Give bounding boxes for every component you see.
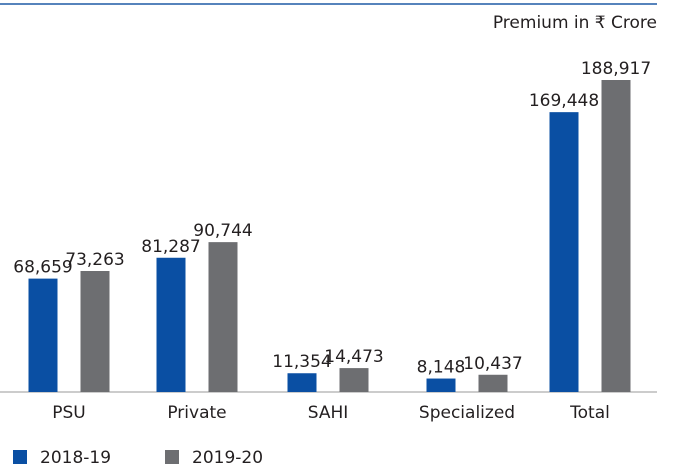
bar — [549, 112, 579, 393]
data-label: 188,917 — [581, 59, 651, 79]
bar — [426, 378, 456, 392]
bar — [287, 373, 317, 392]
x-tick-label: Specialized — [419, 403, 515, 423]
x-tick-label: SAHI — [308, 403, 349, 423]
bar — [80, 271, 110, 392]
chart-subtitle: Premium in ₹ Crore — [493, 13, 657, 33]
legend-swatch — [165, 450, 179, 464]
x-tick-label: Private — [167, 403, 226, 423]
x-tick-label: PSU — [52, 403, 86, 423]
data-label: 169,448 — [529, 91, 599, 111]
bar — [156, 257, 186, 392]
data-label: 68,659 — [13, 258, 72, 278]
bar — [208, 242, 238, 392]
bar — [339, 368, 369, 392]
legend-label: 2019-20 — [192, 448, 263, 468]
data-label: 8,148 — [417, 358, 466, 378]
x-tick-label: Total — [569, 403, 610, 423]
bar — [478, 374, 508, 392]
bar — [28, 278, 58, 392]
legend-swatch — [13, 450, 27, 464]
data-label: 11,354 — [272, 352, 331, 372]
bar — [601, 80, 631, 392]
data-label: 73,263 — [65, 250, 124, 270]
data-label: 10,437 — [463, 354, 522, 374]
legend-label: 2018-19 — [40, 448, 111, 468]
data-label: 14,473 — [324, 347, 383, 367]
data-label: 90,744 — [193, 221, 252, 241]
data-label: 81,287 — [141, 237, 200, 257]
